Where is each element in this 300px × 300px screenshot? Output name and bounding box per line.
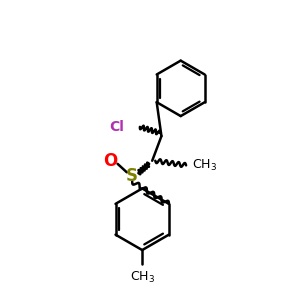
Text: O: O bbox=[103, 152, 117, 170]
Text: S: S bbox=[126, 167, 138, 185]
Text: CH$_3$: CH$_3$ bbox=[192, 158, 218, 173]
Text: CH$_3$: CH$_3$ bbox=[130, 270, 155, 285]
Text: Cl: Cl bbox=[110, 120, 124, 134]
